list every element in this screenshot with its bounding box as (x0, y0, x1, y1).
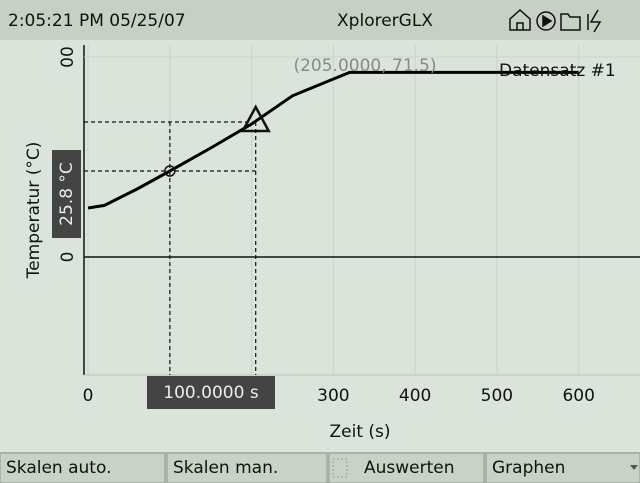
y-tick-label: 0 (58, 252, 78, 263)
softkey-label: Graphen (492, 458, 565, 478)
softkey (328, 452, 485, 483)
app-name: XplorerGLX (337, 11, 433, 31)
x-tick-label: 600 (562, 386, 594, 406)
y-tick-label: 00 (58, 46, 78, 68)
datetime: 2:05:21 PM 05/25/07 (8, 11, 186, 31)
cursor-point (164, 165, 176, 177)
dropdown-arrow (630, 465, 638, 470)
cursor-x-box (147, 376, 275, 409)
marker-triangle (240, 104, 271, 133)
x-axis-title: Zeit (s) (329, 422, 390, 442)
x-tick-label: 300 (317, 386, 349, 406)
status-bar (0, 0, 640, 40)
softkey (166, 452, 328, 483)
cursor-y-box (52, 150, 81, 238)
softkey-label: Skalen man. (173, 458, 278, 478)
x-tick-label: 0 (83, 386, 94, 406)
softkey-label: Skalen auto. (6, 458, 111, 478)
softkey (0, 452, 166, 483)
cursor-x-value: 100.0000 s (163, 383, 259, 403)
x-tick-label: 500 (481, 386, 513, 406)
x-tick-label: 400 (399, 386, 431, 406)
coordinates: (205.0000, 71.5) (293, 56, 436, 76)
dataset-label: Datensatz #1 (499, 61, 616, 81)
softkey-label: Auswerten (364, 458, 455, 478)
softkey (485, 452, 640, 483)
status-icons (509, 8, 602, 33)
data-line (87, 70, 579, 210)
cursor-y-value: 25.8 °C (57, 162, 77, 226)
y-axis-title: Temperatur (°C) (24, 142, 44, 280)
